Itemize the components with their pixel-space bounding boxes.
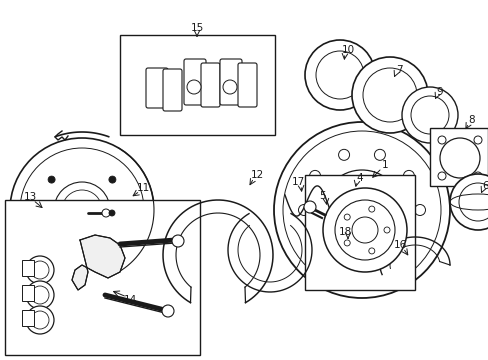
- Circle shape: [48, 176, 55, 183]
- Text: 6: 6: [482, 181, 488, 191]
- Circle shape: [273, 122, 449, 298]
- Circle shape: [162, 305, 174, 317]
- Circle shape: [473, 136, 481, 144]
- Bar: [305, 175, 414, 290]
- Text: 10: 10: [341, 45, 354, 55]
- Circle shape: [172, 235, 183, 247]
- Text: 9: 9: [436, 87, 443, 97]
- Text: 15: 15: [190, 23, 203, 33]
- FancyBboxPatch shape: [220, 59, 242, 105]
- Circle shape: [437, 136, 445, 144]
- Text: 1: 1: [381, 160, 387, 170]
- Circle shape: [351, 57, 427, 133]
- Circle shape: [48, 237, 55, 244]
- Circle shape: [304, 201, 315, 213]
- Circle shape: [473, 172, 481, 180]
- Text: 7: 7: [395, 65, 402, 75]
- Circle shape: [10, 138, 154, 282]
- FancyBboxPatch shape: [146, 68, 168, 108]
- Text: 8: 8: [468, 115, 474, 125]
- Text: 11: 11: [136, 183, 149, 193]
- Circle shape: [109, 176, 116, 183]
- FancyBboxPatch shape: [201, 63, 220, 107]
- Bar: [22, 310, 34, 326]
- Text: 16: 16: [392, 240, 406, 250]
- Circle shape: [344, 214, 349, 220]
- Text: 4: 4: [356, 173, 363, 183]
- Text: 5: 5: [319, 191, 325, 201]
- Bar: [5, 200, 200, 355]
- Circle shape: [368, 206, 374, 212]
- Circle shape: [223, 80, 237, 94]
- Circle shape: [401, 87, 457, 143]
- Bar: [120, 35, 274, 135]
- Text: 18: 18: [338, 227, 351, 237]
- Circle shape: [26, 281, 54, 309]
- Bar: [429, 128, 487, 186]
- Circle shape: [109, 210, 115, 216]
- Circle shape: [383, 227, 389, 233]
- Circle shape: [102, 209, 110, 217]
- Circle shape: [323, 188, 406, 272]
- Bar: [22, 260, 34, 276]
- FancyBboxPatch shape: [163, 69, 182, 111]
- Polygon shape: [72, 235, 125, 290]
- Circle shape: [368, 248, 374, 254]
- Circle shape: [186, 80, 201, 94]
- Text: 12: 12: [250, 170, 263, 180]
- Text: 13: 13: [23, 192, 37, 202]
- Circle shape: [305, 40, 374, 110]
- Circle shape: [26, 306, 54, 334]
- Circle shape: [449, 174, 488, 230]
- FancyBboxPatch shape: [238, 63, 257, 107]
- Circle shape: [26, 256, 54, 284]
- Circle shape: [437, 172, 445, 180]
- Bar: [22, 285, 34, 301]
- Circle shape: [344, 240, 349, 246]
- Text: 14: 14: [123, 295, 136, 305]
- Circle shape: [109, 237, 116, 244]
- FancyBboxPatch shape: [183, 59, 205, 105]
- Text: 17: 17: [291, 177, 304, 187]
